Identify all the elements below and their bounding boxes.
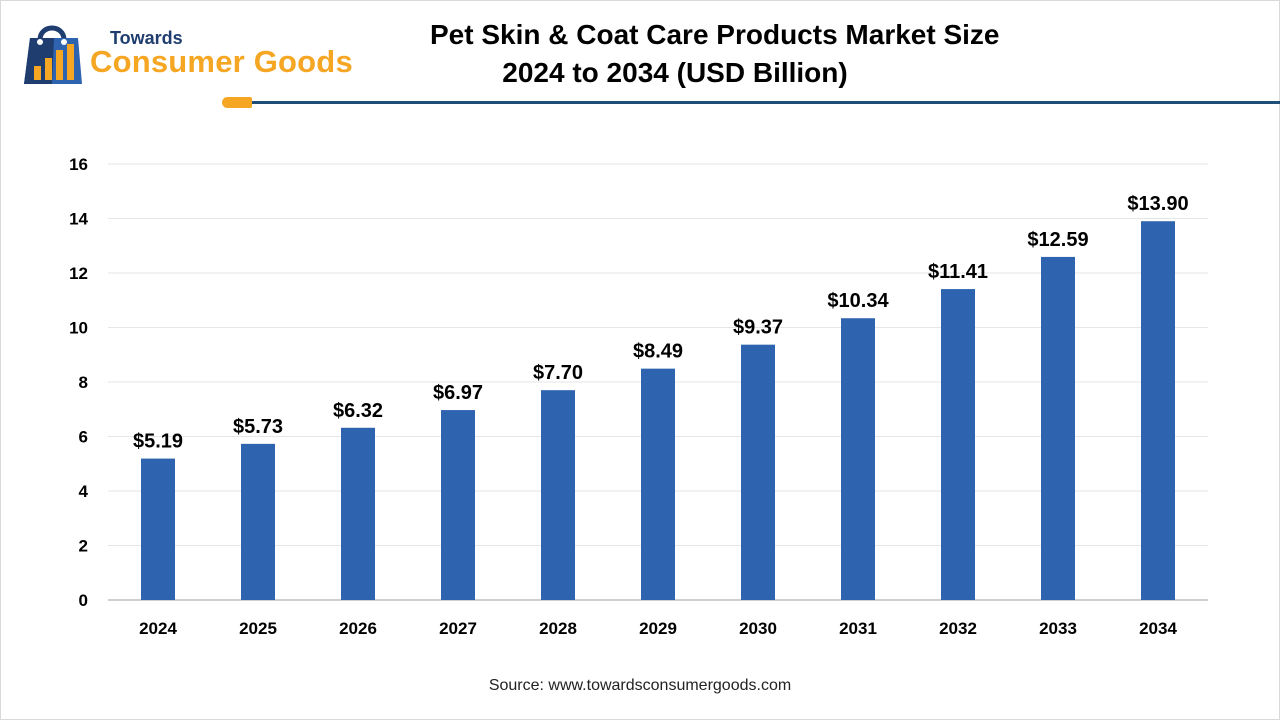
x-tick-label: 2025 [239, 619, 277, 638]
x-tick-label: 2031 [839, 619, 877, 638]
y-tick-label: 14 [69, 210, 88, 229]
x-tick-label: 2033 [1039, 619, 1077, 638]
bar [841, 318, 875, 600]
y-tick-label: 4 [79, 482, 89, 501]
data-label: $5.19 [133, 431, 183, 453]
header-rule-accent [222, 97, 252, 108]
data-label: $7.70 [533, 362, 583, 384]
bar [741, 344, 775, 600]
y-tick-label: 10 [69, 319, 88, 338]
y-tick-label: 12 [69, 264, 88, 283]
x-tick-label: 2034 [1139, 619, 1177, 638]
y-tick-label: 2 [79, 537, 88, 556]
x-tick-label: 2029 [639, 619, 677, 638]
x-tick-label: 2032 [939, 619, 977, 638]
logo-text-towards: Towards [110, 28, 183, 48]
source-note: Source: www.towardsconsumergoods.com [488, 677, 792, 694]
bar [941, 289, 975, 600]
y-tick-label: 6 [79, 428, 88, 447]
chart-title: Pet Skin & Coat Care Products Market Siz… [430, 16, 1000, 92]
x-tick-label: 2028 [539, 619, 577, 638]
x-tick-label: 2026 [339, 619, 377, 638]
logo-text-consumer-goods: Consumer Goods [90, 44, 353, 79]
chart-title-line-1: Pet Skin & Coat Care Products Market Siz… [430, 19, 1000, 50]
header-rule [240, 101, 1280, 104]
data-label: $10.34 [827, 290, 889, 312]
data-label: $13.90 [1127, 193, 1188, 215]
shopping-bag-bar-chart-icon [24, 25, 82, 84]
bar [141, 458, 175, 600]
y-tick-label: 0 [79, 591, 88, 610]
x-tick-label: 2024 [139, 619, 177, 638]
data-label: $5.73 [233, 416, 283, 438]
x-tick-label: 2030 [739, 619, 777, 638]
bar [241, 443, 275, 600]
x-tick-label: 2027 [439, 619, 477, 638]
y-tick-label: 8 [79, 373, 88, 392]
bar [641, 368, 675, 600]
bar [1141, 221, 1175, 600]
data-label: $8.49 [633, 341, 683, 363]
bar [341, 427, 375, 600]
brand-logo: Towards Consumer Goods [18, 18, 378, 88]
chart-title-line-2: 2024 to 2034 (USD Billion) [502, 57, 848, 88]
bar [1041, 256, 1075, 600]
y-tick-label: 16 [69, 155, 88, 174]
data-label: $11.41 [928, 261, 988, 283]
data-label: $12.59 [1027, 229, 1088, 251]
data-label: $6.32 [333, 400, 383, 422]
bar [541, 390, 575, 600]
bar [441, 410, 475, 600]
data-label: $6.97 [433, 382, 483, 404]
data-label: $9.37 [733, 317, 783, 339]
